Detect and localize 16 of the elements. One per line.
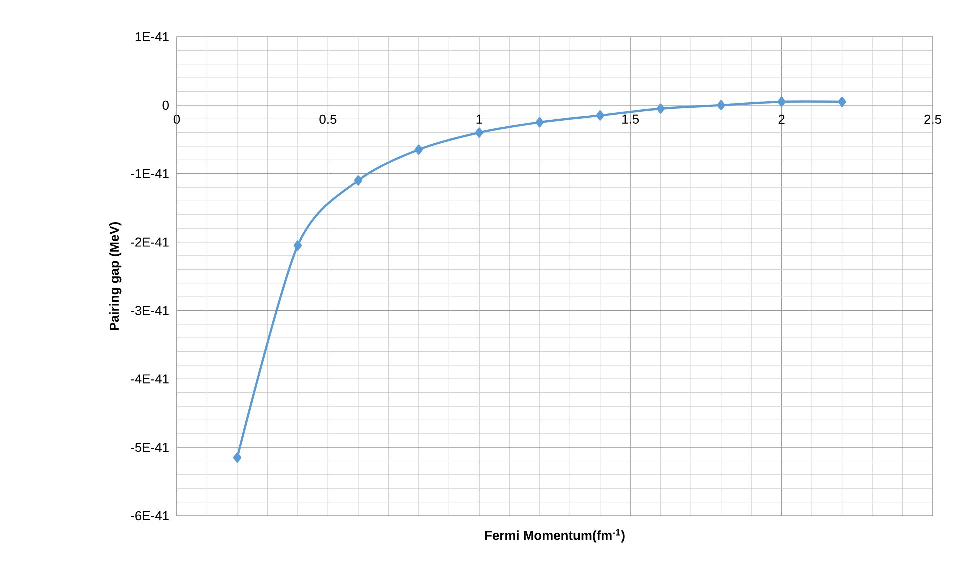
x-tick-label: 0 — [174, 114, 180, 124]
y-tick-label: 0 — [162, 100, 169, 110]
y-tick-label: -3E-41 — [131, 306, 169, 316]
y-tick-label: -5E-41 — [131, 443, 169, 452]
y-tick-label: -2E-41 — [131, 238, 169, 247]
x-tick-label: 2 — [778, 114, 785, 124]
y-tick-label: -4E-41 — [131, 374, 169, 384]
x-axis-title: Fermi Momentum(fm$^{-1}$) — [485, 529, 625, 543]
x-tick-label: 1.5 — [622, 114, 640, 124]
x-tick-label: 0.5 — [320, 114, 337, 124]
x-tick-label: 2.5 — [924, 114, 942, 124]
x-tick-label: 1 — [476, 114, 482, 124]
y-tick-label: -6E-41 — [131, 511, 169, 521]
y-tick-label: -1E-41 — [131, 169, 169, 178]
y-axis-title: Pairing gap (MeV) — [110, 222, 122, 330]
y-tick-label: 1E-41 — [136, 32, 169, 42]
